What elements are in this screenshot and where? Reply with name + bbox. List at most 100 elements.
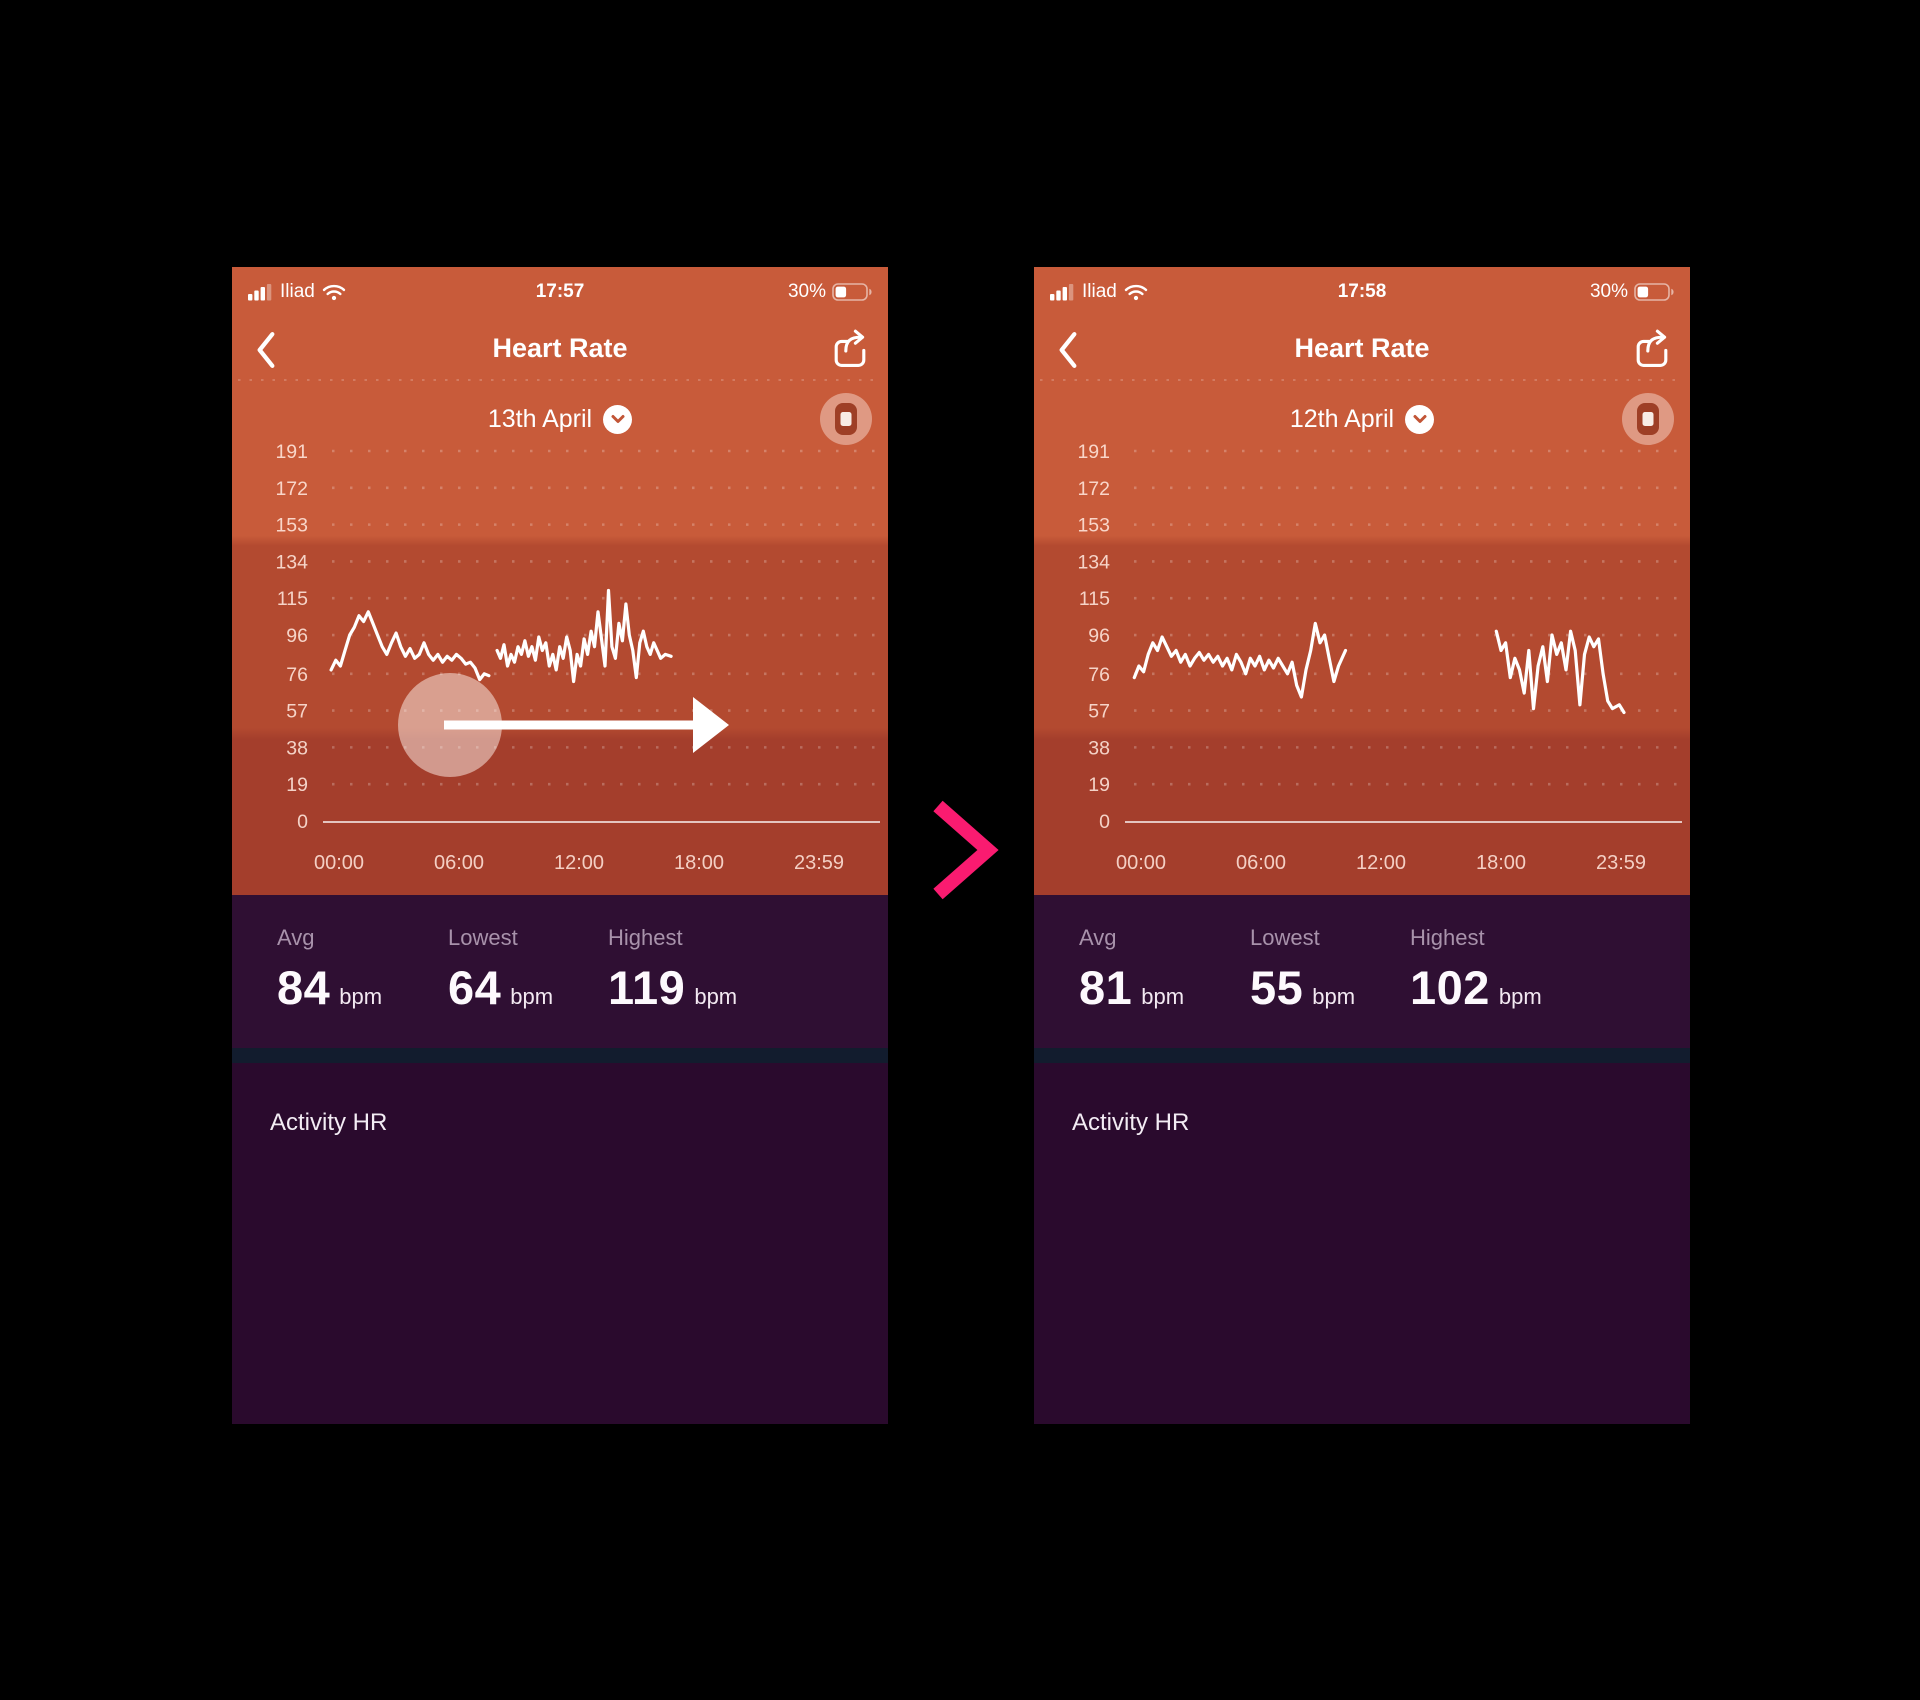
stat-avg: Avg 81 bpm — [1079, 925, 1250, 1048]
svg-text:19: 19 — [1088, 774, 1110, 796]
svg-text:172: 172 — [275, 478, 308, 500]
stat-value: 81 — [1079, 961, 1133, 1014]
stat-label: Lowest — [448, 925, 518, 950]
stat-unit: bpm — [339, 984, 383, 1009]
heart-rate-chart-section: Iliad 17:58 30% — [1034, 267, 1690, 895]
stat-unit: bpm — [510, 984, 554, 1009]
chevron-down-circle-icon — [1413, 415, 1427, 423]
stat-value: 119 — [608, 961, 686, 1014]
svg-text:19: 19 — [286, 774, 308, 796]
battery-percent: 30% — [787, 281, 826, 302]
nav-bar: Heart Rate — [232, 323, 888, 377]
stat-label: Avg — [1079, 925, 1117, 950]
stat-value: 64 — [448, 961, 502, 1014]
page-title: Heart Rate — [1294, 333, 1430, 363]
svg-text:76: 76 — [286, 664, 308, 686]
svg-text:18:00: 18:00 — [674, 852, 724, 874]
svg-text:00:00: 00:00 — [314, 852, 364, 874]
heart-rate-chart-section: Iliad 17:57 30% — [232, 267, 888, 895]
stat-label: Avg — [277, 925, 315, 950]
wifi-icon — [322, 284, 346, 300]
svg-text:38: 38 — [1088, 737, 1110, 759]
svg-text:134: 134 — [1077, 551, 1110, 573]
activity-hr-section: Activity HR — [1034, 1063, 1690, 1424]
chevron-down-circle-icon — [611, 415, 625, 423]
battery-percent: 30% — [1589, 281, 1628, 302]
share-button[interactable] — [832, 327, 868, 369]
svg-text:57: 57 — [286, 701, 308, 723]
battery-icon — [1634, 283, 1674, 301]
stat-value: 84 — [277, 961, 331, 1014]
back-button[interactable] — [1056, 331, 1080, 369]
date-dropdown-button[interactable] — [1405, 404, 1435, 434]
signal-bars-icon — [248, 283, 272, 300]
battery-icon — [832, 283, 872, 301]
share-icon — [1636, 329, 1668, 367]
stat-label: Highest — [608, 925, 683, 950]
svg-text:06:00: 06:00 — [1236, 852, 1286, 874]
share-icon — [834, 329, 866, 367]
stat-unit: bpm — [694, 984, 738, 1009]
stat-label: Lowest — [1250, 925, 1320, 950]
nav-bar: Heart Rate — [1034, 323, 1690, 377]
heart-rate-chart[interactable]: 191 172 153 134 115 96 76 57 38 19 0 00:00 06:00 12:0… — [232, 267, 888, 895]
date-selector-label[interactable]: 13th April — [487, 404, 593, 433]
date-dropdown-button[interactable] — [603, 404, 633, 434]
svg-text:0: 0 — [297, 811, 308, 833]
activity-hr-section: Activity HR — [232, 1063, 888, 1424]
svg-text:96: 96 — [286, 625, 308, 647]
svg-text:115: 115 — [277, 588, 308, 610]
watch-icon — [1637, 403, 1659, 435]
status-bar: Iliad 17:58 30% — [1034, 267, 1690, 311]
heart-rate-chart[interactable]: 191 172 153 134 115 96 76 57 38 19 0 00:00 06:00 12:0… — [1034, 267, 1690, 895]
watch-device-button[interactable] — [820, 393, 872, 445]
stat-lowest: Lowest 55 bpm — [1250, 925, 1410, 1048]
chevron-left-icon — [1059, 332, 1077, 368]
date-row: 12th April — [1034, 393, 1690, 445]
activity-hr-title: Activity HR — [1072, 1109, 1190, 1136]
phone-screenshot-right: Iliad 17:58 30% — [1034, 267, 1690, 1424]
stat-highest: Highest 119 bpm — [608, 925, 828, 1048]
stat-unit: bpm — [1498, 984, 1542, 1009]
svg-text:134: 134 — [275, 551, 308, 573]
activity-hr-title: Activity HR — [270, 1109, 388, 1136]
section-divider — [1034, 1048, 1690, 1063]
chevron-left-icon — [257, 332, 275, 368]
share-button[interactable] — [1634, 327, 1670, 369]
svg-text:191: 191 — [1077, 441, 1110, 463]
watch-icon — [835, 403, 857, 435]
svg-text:0: 0 — [1099, 811, 1110, 833]
svg-text:06:00: 06:00 — [434, 852, 484, 874]
stat-value: 102 — [1410, 961, 1490, 1014]
carrier-label: Iliad — [280, 281, 315, 302]
svg-text:38: 38 — [286, 737, 308, 759]
svg-text:191: 191 — [275, 441, 308, 463]
back-button[interactable] — [254, 331, 278, 369]
stat-label: Highest — [1410, 925, 1485, 950]
daily-stats-panel: Avg 84 bpm Lowest 64 bpm Highest 119 bpm — [232, 895, 888, 1048]
stat-unit: bpm — [1141, 984, 1185, 1009]
stat-lowest: Lowest 64 bpm — [448, 925, 608, 1048]
section-divider — [232, 1048, 888, 1063]
carrier-label: Iliad — [1082, 281, 1117, 302]
stat-value: 55 — [1250, 961, 1304, 1014]
svg-text:153: 153 — [1077, 515, 1110, 537]
svg-text:153: 153 — [275, 515, 308, 537]
svg-text:00:00: 00:00 — [1116, 852, 1166, 874]
svg-text:23:59: 23:59 — [794, 852, 844, 874]
status-time: 17:58 — [1337, 281, 1387, 302]
watch-device-button[interactable] — [1622, 393, 1674, 445]
stat-avg: Avg 84 bpm — [277, 925, 448, 1048]
page-title: Heart Rate — [492, 333, 628, 363]
svg-text:57: 57 — [1088, 701, 1110, 723]
status-bar: Iliad 17:57 30% — [232, 267, 888, 311]
daily-stats-panel: Avg 81 bpm Lowest 55 bpm Highest 102 bpm — [1034, 895, 1690, 1048]
swipe-gesture-overlay — [398, 673, 729, 777]
stat-unit: bpm — [1312, 984, 1356, 1009]
svg-text:115: 115 — [1079, 588, 1110, 610]
date-selector-label[interactable]: 12th April — [1289, 404, 1395, 433]
svg-text:172: 172 — [1077, 478, 1110, 500]
svg-text:76: 76 — [1088, 664, 1110, 686]
svg-text:23:59: 23:59 — [1596, 852, 1646, 874]
phone-screenshot-left: Iliad 17:57 30% — [232, 267, 888, 1424]
